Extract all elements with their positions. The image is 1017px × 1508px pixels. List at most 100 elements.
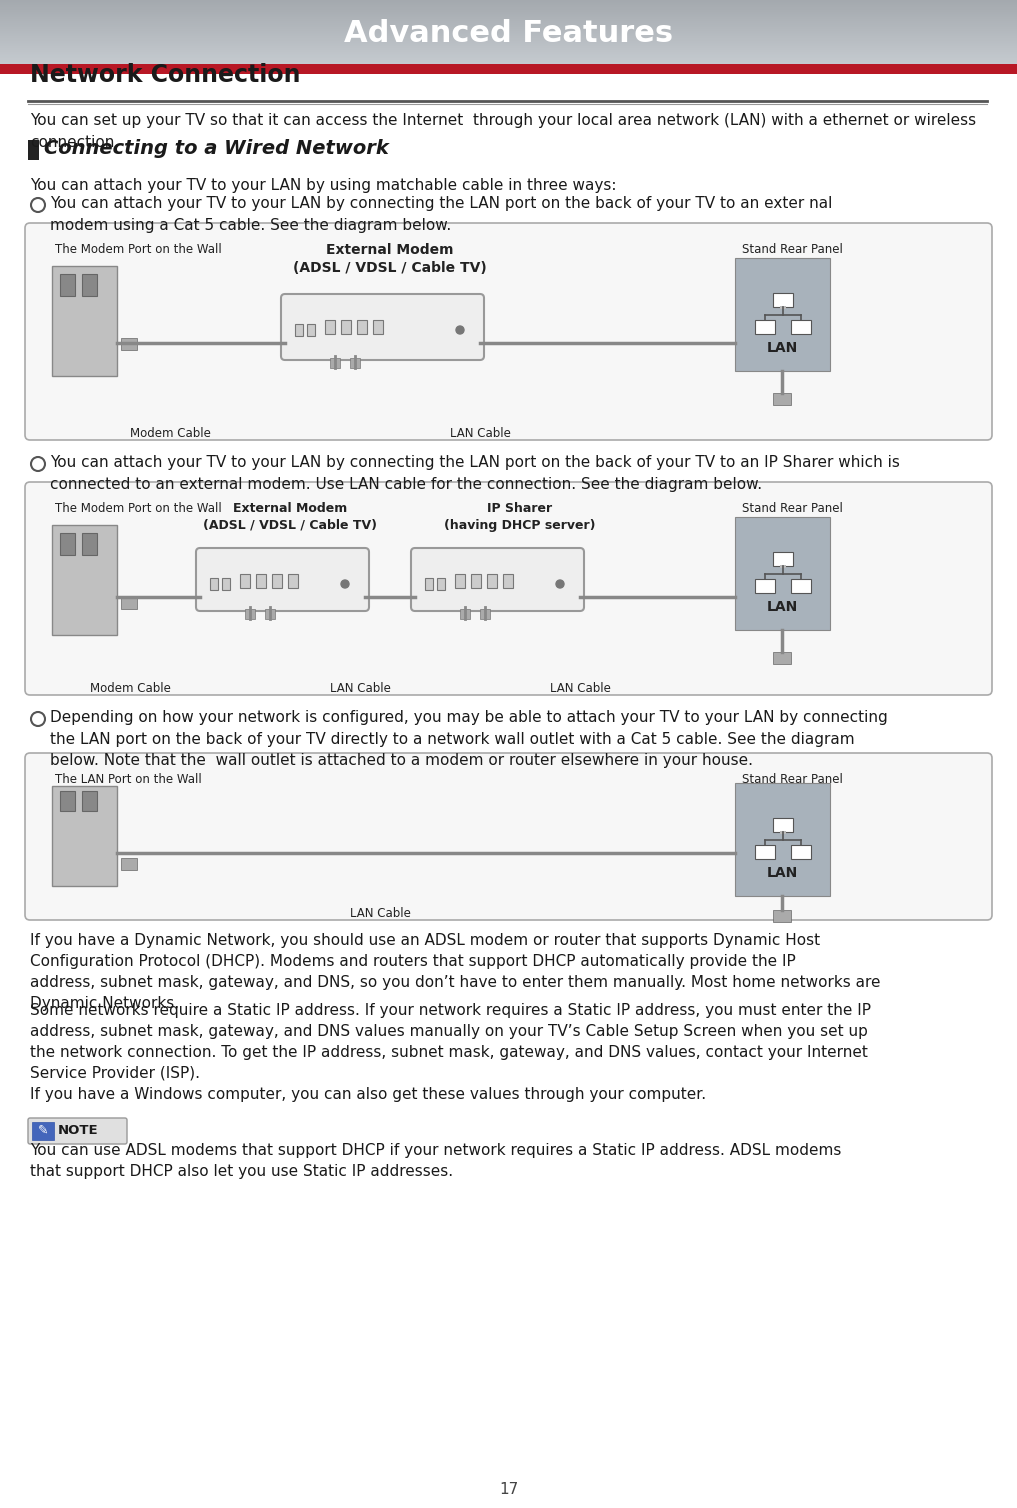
Text: Stand Rear Panel: Stand Rear Panel — [741, 502, 842, 516]
Text: You can attach your TV to your LAN by connecting the LAN port on the back of you: You can attach your TV to your LAN by co… — [50, 196, 832, 232]
Bar — [0, 3, 1017, 6]
Bar — [773, 817, 792, 832]
Bar — [0, 14, 1017, 15]
Circle shape — [556, 581, 564, 588]
Bar — [0, 50, 1017, 51]
Text: Network Connection: Network Connection — [29, 63, 300, 87]
Text: The Modem Port on the Wall: The Modem Port on the Wall — [55, 243, 222, 256]
Bar — [52, 525, 117, 635]
Bar — [357, 320, 367, 333]
Bar — [735, 783, 830, 896]
Bar — [735, 258, 830, 371]
Bar — [82, 532, 97, 555]
Bar — [0, 18, 1017, 20]
Bar — [0, 18, 1017, 20]
Bar — [265, 609, 275, 618]
Bar — [0, 33, 1017, 35]
Text: Advanced Features: Advanced Features — [344, 18, 673, 47]
Text: External Modem
(ADSL / VDSL / Cable TV): External Modem (ADSL / VDSL / Cable TV) — [293, 243, 487, 276]
Bar — [0, 29, 1017, 32]
Bar — [240, 575, 250, 588]
Bar — [0, 26, 1017, 27]
Bar — [0, 23, 1017, 24]
Text: ✎: ✎ — [38, 1123, 48, 1137]
Bar — [0, 62, 1017, 63]
Bar — [0, 59, 1017, 60]
Bar — [350, 357, 360, 368]
Bar — [790, 844, 811, 860]
Text: Connecting to a Wired Network: Connecting to a Wired Network — [44, 139, 388, 158]
Bar — [773, 552, 792, 566]
Bar — [455, 575, 465, 588]
Bar — [0, 11, 1017, 12]
Bar — [0, 17, 1017, 18]
Bar — [0, 36, 1017, 38]
Bar — [0, 5, 1017, 6]
Text: You can set up your TV so that it can access the Internet  through your local ar: You can set up your TV so that it can ac… — [29, 113, 976, 149]
Bar — [437, 578, 445, 590]
Bar — [0, 6, 1017, 8]
Bar — [0, 47, 1017, 48]
Bar — [0, 57, 1017, 59]
Bar — [503, 575, 513, 588]
Bar — [288, 575, 298, 588]
Bar — [487, 575, 497, 588]
Text: If you have a Dynamic Network, you should use an ADSL modem or router that suppo: If you have a Dynamic Network, you shoul… — [29, 933, 881, 1010]
Bar — [0, 36, 1017, 38]
FancyBboxPatch shape — [281, 294, 484, 360]
Bar — [755, 320, 775, 333]
Bar — [0, 9, 1017, 11]
Bar — [0, 23, 1017, 24]
Text: NOTE: NOTE — [58, 1123, 99, 1137]
Bar — [0, 44, 1017, 45]
Bar — [0, 39, 1017, 41]
Bar — [341, 320, 351, 333]
FancyBboxPatch shape — [28, 1117, 127, 1145]
Bar — [0, 56, 1017, 57]
Bar — [0, 15, 1017, 17]
Text: Stand Rear Panel: Stand Rear Panel — [741, 774, 842, 786]
Text: Modem Cable: Modem Cable — [89, 682, 171, 695]
Bar — [121, 338, 137, 350]
Bar — [773, 394, 791, 406]
Bar — [272, 575, 282, 588]
Bar — [52, 265, 117, 375]
Bar — [32, 1122, 54, 1140]
Bar — [0, 15, 1017, 17]
Bar — [0, 41, 1017, 42]
Bar — [0, 0, 1017, 2]
Bar — [0, 3, 1017, 5]
Bar — [0, 27, 1017, 29]
Text: External Modem
(ADSL / VDSL / Cable TV): External Modem (ADSL / VDSL / Cable TV) — [203, 502, 377, 532]
Text: 17: 17 — [499, 1482, 518, 1497]
Bar — [60, 532, 75, 555]
Bar — [0, 44, 1017, 45]
Text: You can use ADSL modems that support DHCP if your network requires a Static IP a: You can use ADSL modems that support DHC… — [29, 1143, 841, 1179]
Text: You can attach your TV to your LAN by connecting the LAN port on the back of you: You can attach your TV to your LAN by co… — [50, 455, 900, 492]
Bar — [0, 51, 1017, 53]
Text: LAN: LAN — [767, 600, 798, 614]
Bar — [0, 59, 1017, 60]
Bar — [245, 609, 255, 618]
Bar — [0, 63, 1017, 74]
Bar — [0, 11, 1017, 12]
Bar — [779, 831, 785, 834]
Bar — [210, 578, 218, 590]
Bar — [121, 858, 137, 870]
Bar — [0, 8, 1017, 9]
Text: The Modem Port on the Wall: The Modem Port on the Wall — [55, 502, 222, 516]
Bar — [0, 38, 1017, 39]
Bar — [773, 293, 792, 308]
Bar — [0, 42, 1017, 44]
Bar — [0, 62, 1017, 63]
Text: LAN Cable: LAN Cable — [330, 682, 391, 695]
Bar — [0, 21, 1017, 23]
Bar — [256, 575, 266, 588]
Bar — [779, 566, 785, 569]
Bar — [0, 54, 1017, 56]
Bar — [0, 8, 1017, 9]
FancyBboxPatch shape — [25, 223, 992, 440]
Bar — [0, 33, 1017, 35]
Text: LAN: LAN — [767, 866, 798, 881]
Bar — [773, 909, 791, 921]
